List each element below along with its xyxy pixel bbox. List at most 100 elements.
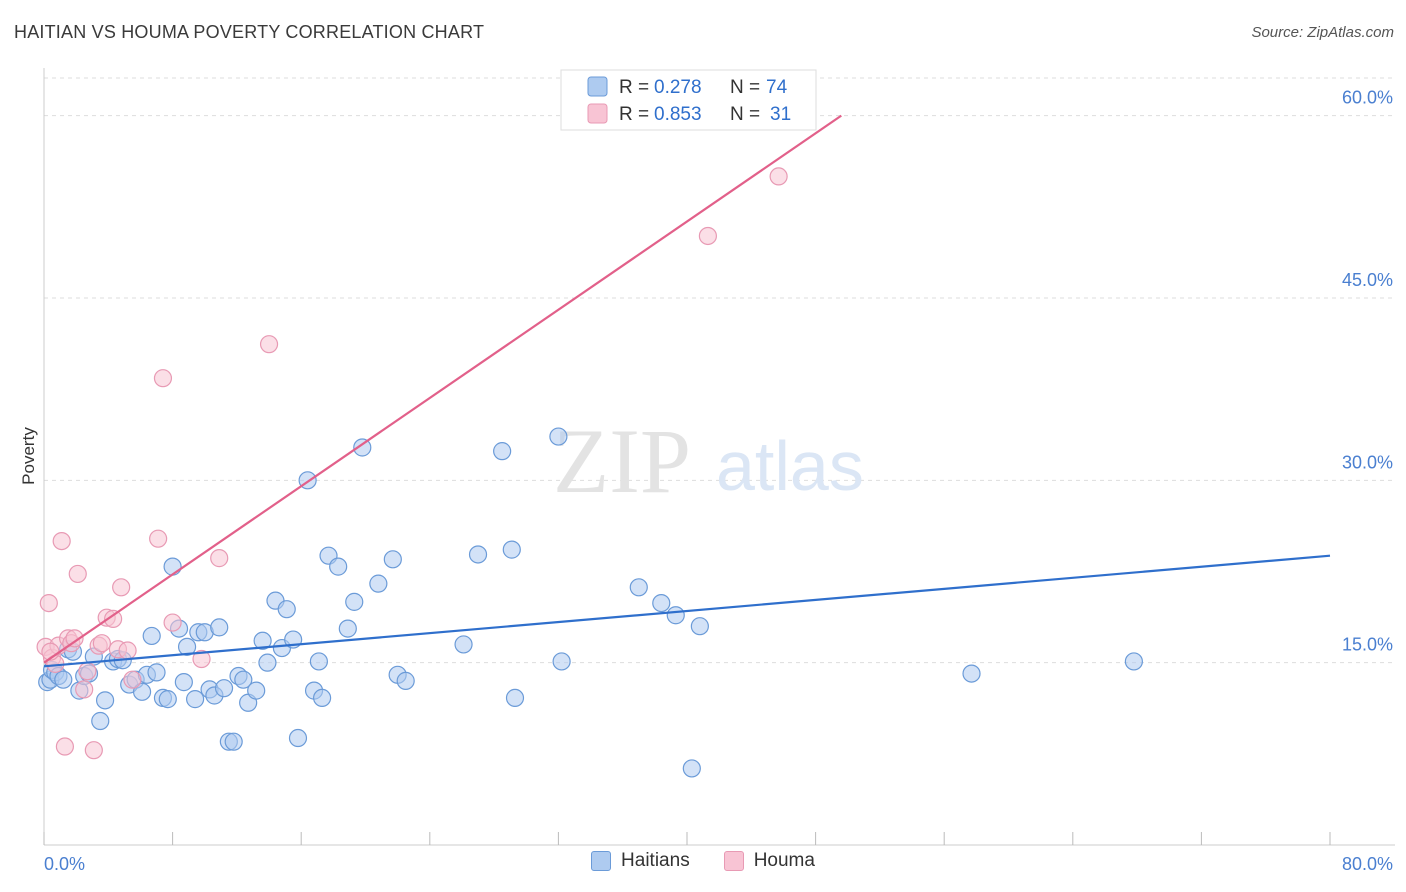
legend-bottom-label-houma: Houma [753, 850, 815, 871]
legend-r-value-houma: 0.853 [654, 104, 702, 125]
houma-point-9 [65, 629, 84, 648]
watermark-atlas: atlas [716, 427, 864, 505]
x-tick-label-max: 80.0% [1342, 854, 1393, 874]
trend-line-houma [43, 114, 842, 664]
houma-point-19 [112, 578, 131, 597]
houma-point-22 [149, 529, 168, 548]
haitians-point-13 [95, 691, 115, 710]
y-tick-label-30: 30.0% [1342, 452, 1393, 472]
haitians-point-63 [468, 545, 488, 564]
x-ticks [43, 832, 1331, 845]
legend-item-haitians[interactable]: Haitians [591, 850, 690, 872]
haitians-point-75 [1124, 652, 1143, 671]
houma-point-15 [92, 634, 111, 653]
y-axis-label: Poverty [19, 427, 38, 485]
legend-r-label-houma: R = [619, 104, 649, 125]
axes [43, 68, 1395, 846]
grid-lines [44, 77, 1395, 664]
legend-n-label-houma: N = [730, 104, 760, 125]
y-tick-label-15: 15.0% [1342, 635, 1393, 655]
x-tick-label-min: 0.0% [44, 854, 85, 874]
legend-swatch-haitians [587, 76, 608, 97]
haitians-point-57 [353, 438, 372, 457]
legend-bottom: Haitians Houma [0, 850, 1406, 872]
haitians-point-72 [682, 759, 701, 778]
haitians-point-48 [288, 728, 308, 748]
haitians-point-29 [186, 690, 205, 709]
legend-item-houma[interactable]: Houma [723, 850, 815, 872]
watermark-zip: ZIP [553, 410, 691, 512]
haitians-point-22 [147, 663, 166, 682]
houma-point-1 [39, 593, 58, 613]
haitians-point-39 [234, 670, 253, 689]
legend-bottom-swatch-haitians [591, 851, 612, 871]
haitians-point-28 [177, 637, 197, 656]
haitians-point-12 [91, 711, 110, 731]
haitians-point-34 [210, 618, 229, 637]
watermark: ZIP atlas [553, 410, 864, 512]
haitians-point-68 [552, 652, 571, 671]
haitians-point-69 [629, 578, 648, 597]
houma-point-6 [55, 737, 74, 756]
legend-bottom-swatch-houma [723, 851, 744, 871]
haitians-point-41 [247, 681, 266, 700]
houma-point-11 [75, 680, 94, 699]
haitians-point-46 [277, 600, 296, 619]
source-label: Source: ZipAtlas.com [1251, 24, 1394, 41]
haitians-point-62 [454, 635, 473, 654]
haitians-point-24 [158, 690, 177, 709]
chart-title: HAITIAN VS HOUMA POVERTY CORRELATION CHA… [14, 22, 485, 42]
haitians-point-54 [329, 557, 348, 576]
houma-point-27 [259, 335, 279, 354]
trend-lines [43, 114, 1331, 668]
haitians-point-66 [505, 688, 525, 708]
haitians-point-65 [502, 540, 521, 559]
houma-point-26 [210, 549, 229, 568]
haitians-point-56 [345, 592, 364, 611]
houma-point-28 [698, 226, 717, 246]
haitians-point-67 [549, 427, 568, 446]
y-tick-labels: 15.0% 30.0% 45.0% 60.0% [1342, 88, 1393, 655]
haitians-point-61 [396, 671, 415, 690]
houma-point-29 [769, 167, 788, 186]
legend-r-label-haitians: R = [619, 77, 649, 98]
legend-swatch-houma [587, 103, 608, 124]
haitians-point-58 [369, 574, 388, 593]
haitians-point-35 [214, 679, 234, 698]
haitians-point-27 [174, 673, 193, 692]
houma-point-17 [104, 609, 123, 628]
houma-point-5 [52, 531, 71, 551]
haitians-point-5 [54, 670, 73, 689]
houma-point-24 [163, 613, 182, 632]
legend-n-value-haitians: 74 [766, 77, 788, 98]
legend-r-value-haitians: 0.278 [654, 77, 702, 98]
haitians-point-21 [142, 626, 161, 646]
haitians-point-51 [309, 652, 328, 671]
haitians-point-19 [132, 682, 152, 701]
y-tick-label-45: 45.0% [1342, 270, 1393, 290]
houma-point-20 [118, 641, 137, 660]
haitians-point-55 [338, 619, 357, 638]
legend-top: R = 0.278 N = 74 R = 0.853 N = 31 [560, 69, 817, 131]
haitians-point-70 [652, 593, 671, 613]
haitians-point-64 [493, 442, 512, 461]
haitians-point-59 [383, 550, 402, 569]
legend-bottom-label-haitians: Haitians [621, 850, 690, 871]
haitians-point-74 [962, 664, 981, 683]
haitians-point-43 [258, 653, 277, 672]
houma-point-21 [123, 670, 142, 689]
y-tick-label-60: 60.0% [1342, 88, 1393, 108]
houma-point-12 [78, 662, 97, 681]
haitians-point-37 [224, 732, 243, 751]
legend-n-label-haitians: N = [730, 77, 760, 98]
houma-point-13 [84, 741, 103, 760]
haitians-point-71 [666, 606, 685, 625]
legend-n-value-houma: 31 [770, 104, 791, 125]
haitians-point-73 [690, 617, 709, 636]
haitians-point-52 [312, 688, 332, 708]
houma-point-23 [153, 369, 173, 388]
trend-line-haitians [43, 554, 1331, 668]
series-houma-points [36, 167, 788, 760]
haitians-point-42 [253, 631, 272, 650]
